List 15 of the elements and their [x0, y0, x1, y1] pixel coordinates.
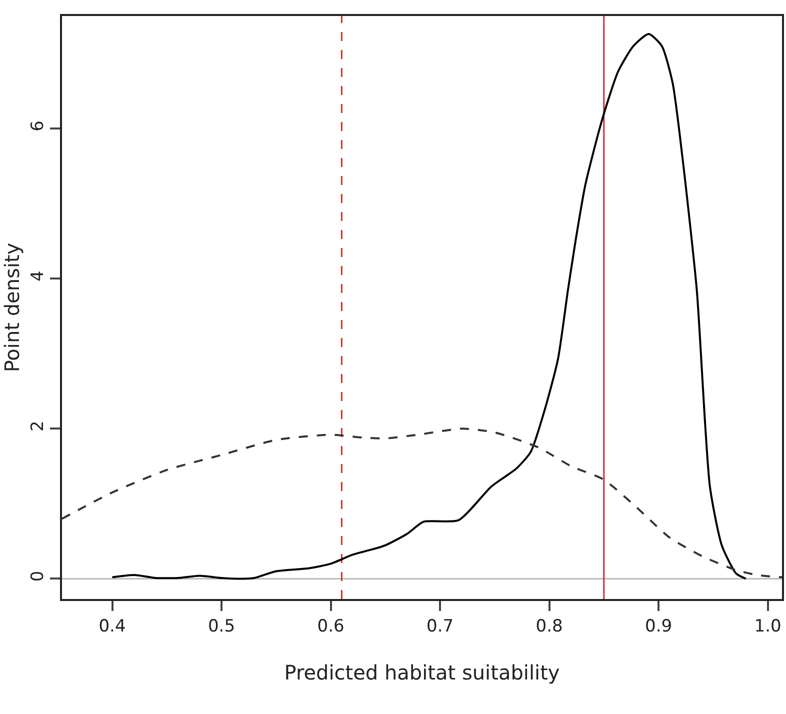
- x-tick-label: 0.6: [317, 616, 344, 636]
- x-tick-label: 1.0: [754, 616, 782, 636]
- y-tick-label: 4: [28, 270, 48, 282]
- y-tick-label: 6: [28, 120, 48, 132]
- x-tick-label: 0.4: [98, 616, 126, 636]
- line-series: [111, 33, 747, 580]
- x-tick-label: 0.8: [536, 616, 563, 636]
- line-series: [62, 428, 782, 578]
- y-tick-label: 2: [28, 420, 48, 432]
- x-tick-label: 0.7: [426, 616, 454, 636]
- x-tick-label: 0.5: [208, 616, 236, 636]
- y-axis-title: Point density: [0, 242, 24, 372]
- x-tick-label: 0.9: [645, 616, 672, 636]
- x-axis-title: Predicted habitat suitability: [284, 660, 560, 684]
- y-tick-label: 0: [28, 570, 48, 582]
